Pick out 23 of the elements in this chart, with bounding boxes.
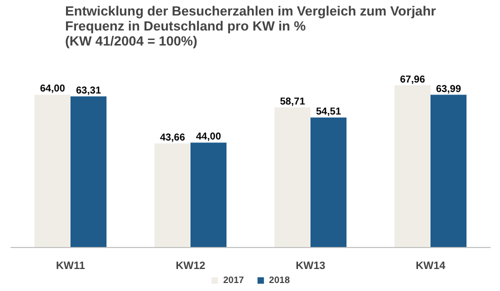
bar [154,143,190,248]
data-label: 64,00 [40,84,66,95]
x-tick-label: KW12 [176,260,206,272]
data-label: 58,71 [280,96,306,108]
x-tick-label: KW14 [416,260,446,272]
x-tick-label: KW11 [56,260,86,272]
data-label: 44,00 [196,132,222,143]
bar [274,107,310,248]
bar [34,94,70,248]
legend-label: 2018 [269,275,290,285]
data-label: 67,96 [400,74,426,86]
bar [394,85,430,248]
bar [430,94,466,248]
data-label: 63,31 [76,85,102,96]
data-label: 54,51 [316,106,342,118]
legend-label: 2017 [223,275,244,285]
bar [310,117,346,248]
bar [190,142,226,248]
x-tick-label: KW13 [296,260,326,272]
bar [70,96,106,248]
data-label: 63,99 [436,84,462,95]
data-label: 43,66 [160,132,186,144]
chart-title: Entwicklung der Besucherzahlen im Vergleich zum Vorjahr Frequenz in Deutschland pro KW in % (KW 41/2004 = 100%) [65,4,436,48]
